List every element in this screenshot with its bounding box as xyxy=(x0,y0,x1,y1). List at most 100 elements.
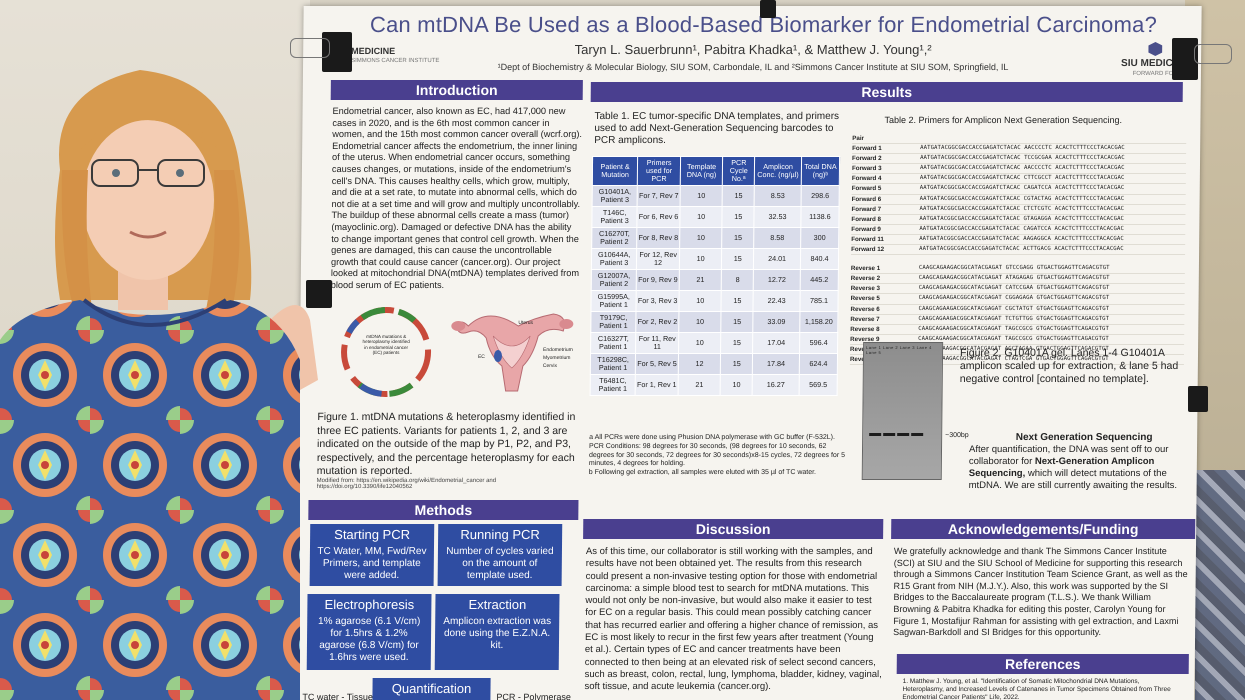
table2-primer-name: Reverse 8 xyxy=(850,325,880,333)
table1-note-a: a All PCRs were done using Phusion DNA p… xyxy=(588,434,846,468)
table2-primer-sequence: CAAGCAGAAGACGGCATACGAGAT TCTGTTGG GTGACT… xyxy=(918,315,1110,322)
table2-row: Forward 2 AATGATACGGCGACCACCGAGATCTACAC T… xyxy=(852,154,1187,165)
binder-clip xyxy=(1188,386,1208,412)
methods-foot-right: PCR - Polymerase xyxy=(496,692,572,700)
table1-cell: T9179C, Patient 1 xyxy=(590,311,637,333)
table2-primer-sequence: AATGATACGGCGACCACCGAGATCTACAC CTTCGCCT A… xyxy=(919,175,1125,182)
method-box-running-pcr: Running PCR Number of cycles varied on t… xyxy=(437,524,563,586)
table2-primer-name: Forward 2 xyxy=(852,155,882,163)
table1-row: C16327T, Patient 1 For 11, Rev 11 10 15 17.0… xyxy=(590,332,838,354)
binder-clip xyxy=(1172,38,1198,80)
table1-row: G15995A, Patient 1 For 3, Rev 3 10 15 22.43 7… xyxy=(590,290,839,312)
table2-row: Forward 5 AATGATACGGCGACCACCGAGATCTACAC C… xyxy=(851,184,1186,195)
table2-primer-sequence: AATGATACGGCGACCACCGAGATCTACAC GTAGAGGA A… xyxy=(919,215,1125,222)
figure2-caption: Figure 2. G10401A gel. Lanes 1-4 G10401A… xyxy=(959,347,1179,385)
table2-primer-name: Reverse 6 xyxy=(850,305,880,313)
table1-cell: 22.43 xyxy=(753,290,801,312)
table1-cell: For 1, Rev 1 xyxy=(635,374,679,396)
ec-label: EC xyxy=(478,354,485,360)
table2-primer-name: Forward 3 xyxy=(851,165,882,173)
table1-cell: 12 xyxy=(678,353,721,375)
method-box-extraction: Extraction Amplicon extraction was done … xyxy=(434,594,560,670)
table2-row: Reverse 1 CAAGCAGAAGACGGCATACGAGAT GTCCGA… xyxy=(850,264,1185,275)
table2-header-row: Pair xyxy=(852,134,1187,145)
table1-caption: Table 1. EC tumor-specific DNA templates… xyxy=(594,111,840,146)
table1-cell: 10 xyxy=(678,332,722,354)
method-title: Quantification xyxy=(391,681,472,696)
table2-primer-sequence: CAAGCAGAAGACGGCATACGAGAT TAGCCGCG GTGACT… xyxy=(918,335,1109,342)
table2-row: Forward 6 AATGATACGGCGACCACCGAGATCTACAC C… xyxy=(851,194,1186,205)
table1-cell: G12007A, Patient 2 xyxy=(591,269,637,291)
table2-row: Reverse 5 CAAGCAGAAGACGGCATACGAGAT CGGAGA… xyxy=(850,294,1185,305)
endometrium-label: Endometrium xyxy=(543,347,573,353)
table1-header: Template DNA (ng) xyxy=(680,156,723,186)
table1-cell: 12.72 xyxy=(753,269,801,291)
table1-cell: 15 xyxy=(720,353,753,375)
table2-primer-sequence: AATGATACGGCGACCACCGAGATCTACAC CGTACTAG A… xyxy=(919,195,1125,202)
table2-primer-sequence: AATGATACGGCGACCACCGAGATCTACAC CAGATCCA A… xyxy=(919,225,1124,232)
table1-cell: 840.4 xyxy=(800,248,839,270)
table2-row: Forward 3 AATGATACGGCGACCACCGAGATCTACAC A… xyxy=(851,164,1187,175)
results-heading: Results xyxy=(590,82,1183,102)
discussion-heading: Discussion xyxy=(583,519,884,539)
table2-primer-sequence: AATGATACGGCGACCACCGAGATCTACAC AACCCCTC A… xyxy=(920,145,1125,152)
table1-cell: 10 xyxy=(678,311,722,333)
table1-cell: 24.01 xyxy=(753,248,801,270)
gel-lane-labels: Lane 1 Lane 2 Lane 3 Lane 4 Lane 5 xyxy=(866,345,932,355)
table1-row: G10644A, Patient 3 For 12, Rev 12 10 15 24.0… xyxy=(591,248,839,270)
table1-cell: For 8, Rev 8 xyxy=(636,227,680,249)
table2-primer-name: Forward 7 xyxy=(851,205,882,213)
method-box-starting-pcr: Starting PCR TC Water, MM, Fwd/Rev Prime… xyxy=(309,524,435,586)
uterus-label: Uterus xyxy=(518,320,533,326)
table1-cell: 624.4 xyxy=(799,353,838,375)
table2-primer-sequence: CAAGCAGAAGACGGCATACGAGAT GTCCGAGG GTGACT… xyxy=(918,265,1110,272)
table2-primer-sequence: AATGATACGGCGACCACCGAGATCTACAC TCCGCGAA A… xyxy=(920,155,1125,162)
methods-heading: Methods xyxy=(308,500,579,520)
method-box-quantification: Quantification xyxy=(372,678,491,700)
table2-row: Forward 9 AATGATACGGCGACCACCGAGATCTACAC C… xyxy=(851,224,1186,235)
table2-primer-name: Forward 8 xyxy=(851,215,882,223)
method-title: Electrophoresis xyxy=(324,597,415,612)
table2-primer-sequence: CAAGCAGAAGACGGCATACGAGAT TAGCCGCG GTGACT… xyxy=(918,325,1110,332)
acknowledgements-text: We gratefully acknowledge and thank The … xyxy=(893,546,1188,638)
table1-cell: For 7, Rev 7 xyxy=(637,185,681,207)
table2-forward-rows: Forward 1 AATGATACGGCGACCACCGAGATCTACAC A… xyxy=(851,144,1187,256)
table1-cell: 10 xyxy=(679,206,723,228)
table1: Patient & Mutation Primers used for PCR … xyxy=(590,156,841,396)
table2-primer-name: Forward 5 xyxy=(851,185,882,193)
table1-cell: 17.04 xyxy=(752,332,800,354)
table1-cell: 10 xyxy=(679,185,723,207)
table1-cell: G15995A, Patient 1 xyxy=(590,290,637,312)
table2: Pair Forward 1 AATGATACGGCGACCACCGAGATCTA… xyxy=(849,134,1187,366)
table2-primer-name: Forward 9 xyxy=(851,225,881,233)
table1-cell: 785.1 xyxy=(799,290,839,312)
table1-cell: 10 xyxy=(678,290,722,312)
method-body: Number of cycles varied on the amount of… xyxy=(446,546,554,581)
table2-row: Reverse 2 CAAGCAGAAGACGGCATACGAGAT ATAGAG… xyxy=(850,274,1185,285)
table2-primer-sequence: CAAGCAGAAGACGGCATACGAGAT ATAGAGAG GTGACT… xyxy=(918,275,1110,282)
table1-cell: 8 xyxy=(721,269,754,291)
gel-image: Lane 1 Lane 2 Lane 3 Lane 4 Lane 5 xyxy=(861,342,944,480)
uterus-illustration xyxy=(451,313,574,392)
table1-cell: 596.4 xyxy=(799,332,838,354)
table2-primer-sequence: AATGATACGGCGACCACCGAGATCTACAC CTCTCGTC A… xyxy=(919,205,1125,212)
table1-header: PCR Cycle No.ª xyxy=(722,156,755,186)
table1-cell: 15 xyxy=(722,185,755,207)
table2-primer-sequence: AATGATACGGCGACCACCGAGATCTACAC CAGATCCA A… xyxy=(919,185,1125,192)
table2-primer-sequence: AATGATACGGCGACCACCGAGATCTACAC AACCCCTC A… xyxy=(919,165,1125,172)
table1-cell: G10644A, Patient 3 xyxy=(591,248,637,270)
table1-cell: For 6, Rev 6 xyxy=(637,206,680,228)
table1-cell: 8.58 xyxy=(753,227,801,249)
method-title: Running PCR xyxy=(460,527,540,542)
introduction-text: Endometrial cancer, also known as EC, ha… xyxy=(330,106,583,290)
table1-cell: 17.84 xyxy=(752,353,800,375)
table2-row: Reverse 3 CAAGCAGAAGACGGCATACGAGAT CATCCG… xyxy=(850,284,1185,295)
table1-cell: C16327T, Patient 1 xyxy=(590,332,637,354)
table2-primer-sequence: CAAGCAGAAGACGGCATACGAGAT CATCCGAA GTGACT… xyxy=(918,285,1110,292)
table2-primer-name: Forward 1 xyxy=(852,145,882,153)
table1-header: Total DNA (ng)ᵇ xyxy=(801,156,840,186)
binder-clip xyxy=(306,280,332,308)
cervix-label: Cervix xyxy=(543,363,558,369)
table1-cell: 298.6 xyxy=(801,185,840,207)
table2-row: Reverse 7 CAAGCAGAAGACGGCATACGAGAT TCTGTT… xyxy=(850,314,1185,325)
